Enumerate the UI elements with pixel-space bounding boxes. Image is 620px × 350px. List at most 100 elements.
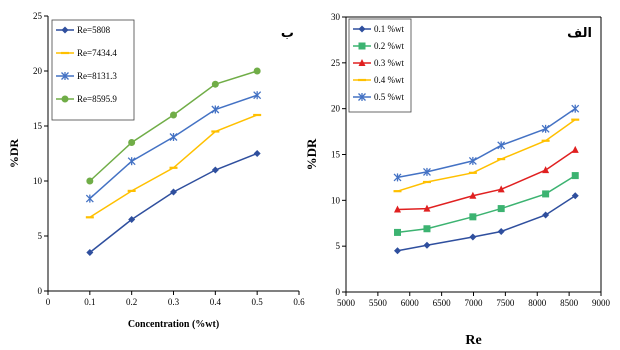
data-point	[394, 247, 402, 255]
legend-label: 0.3 %wt	[374, 58, 404, 68]
data-point	[542, 166, 550, 174]
data-point	[394, 205, 402, 213]
legend-entry: Re=8131.3	[56, 71, 117, 81]
x-tick-label: 0.3	[168, 297, 180, 307]
legend-swatch-marker	[358, 42, 366, 50]
y-tick-label: 15	[33, 121, 43, 131]
data-point	[211, 105, 220, 114]
legend: Re=5808 Re=7434.4 Re=8131.3 Re=8595.9	[51, 19, 135, 121]
data-point	[170, 111, 177, 119]
x-tick-label: 6000	[401, 298, 420, 308]
data-point	[497, 141, 506, 150]
y-tick-label: 5	[336, 241, 341, 251]
chart-right-reynolds: 0 5 10 15 20 25 30 5000 5500 6000 6500 7000 7500 8000…	[304, 12, 611, 348]
x-tick-label: 0.1	[84, 297, 95, 307]
series-line	[397, 174, 576, 234]
x-tick-label: 7000	[465, 298, 484, 308]
y-tick-label: 15	[331, 150, 341, 160]
panel-label: الف	[567, 26, 592, 41]
y-tick-label: 0	[336, 287, 341, 297]
data-point	[169, 133, 178, 141]
x-tick-label: 0.2	[126, 297, 137, 307]
y-axis-title: %DR	[7, 139, 21, 169]
data-point	[497, 185, 505, 193]
series-line	[397, 108, 576, 179]
data-point	[542, 190, 550, 198]
x-tick-label: 8500	[560, 298, 579, 308]
legend: 0.1 %wt 0.2 %wt 0.3 %wt 0.4 %wt 0.5 %wt	[348, 18, 412, 113]
data-point	[542, 211, 550, 219]
series-line	[397, 195, 576, 252]
series-1	[394, 192, 579, 255]
legend-swatch-marker	[61, 95, 69, 103]
legend-swatch-marker	[358, 93, 366, 101]
x-tick-label: 0.4	[210, 297, 222, 307]
legend-swatch-marker	[61, 26, 69, 34]
series-2	[394, 172, 579, 236]
x-tick-label: 0	[46, 297, 51, 307]
series-4	[393, 118, 580, 193]
series-line	[89, 114, 258, 218]
x-tick-label: 8000	[528, 298, 547, 308]
data-point	[571, 172, 579, 180]
series-4	[86, 67, 261, 185]
series-2	[85, 113, 262, 219]
y-tick-label: 30	[331, 12, 341, 22]
legend-swatch-marker	[358, 59, 366, 66]
data-point	[497, 205, 505, 213]
data-point	[253, 150, 261, 157]
chart-left-concentration: 0 5 10 15 20 25 0 0.1 0.2 0.3 0.4 0.5 0.6 Concentrati…	[7, 11, 305, 330]
x-tick-label: 5000	[337, 298, 356, 308]
data-point	[469, 233, 477, 241]
y-tick-label: 25	[331, 58, 341, 68]
legend-entry: Re=8595.9	[56, 94, 117, 104]
data-point	[541, 124, 550, 133]
legend-entry: Re=5808	[56, 25, 111, 35]
x-tick-label: 0.6	[293, 297, 305, 307]
data-point	[253, 91, 262, 100]
data-point	[253, 67, 261, 75]
y-tick-label: 20	[33, 66, 43, 76]
legend-entry: 0.4 %wt	[353, 75, 404, 85]
data-point	[393, 173, 402, 182]
data-point	[170, 188, 177, 196]
x-tick-label: 5500	[369, 298, 388, 308]
x-axis-title: Concentration (%wt)	[128, 319, 219, 330]
legend-swatch-marker	[358, 25, 366, 33]
series-3	[394, 145, 579, 213]
y-tick-label: 25	[33, 11, 43, 21]
y-tick-label: 10	[33, 176, 43, 186]
data-point	[86, 177, 94, 185]
x-axis-title: Re	[465, 333, 481, 348]
series-1	[86, 150, 261, 256]
y-tick-label: 20	[331, 104, 341, 114]
legend-entry: 0.3 %wt	[353, 58, 404, 68]
y-tick-label: 0	[38, 286, 43, 296]
legend-label: Re=7434.4	[77, 48, 117, 58]
legend-label: 0.2 %wt	[374, 41, 404, 51]
series-3	[85, 91, 262, 203]
data-point	[85, 194, 94, 203]
legend-label: 0.5 %wt	[374, 92, 404, 102]
y-axis-title: %DR	[304, 138, 319, 170]
data-point	[423, 225, 431, 233]
legend-label: 0.1 %wt	[374, 24, 404, 34]
x-tick-label: 0.5	[252, 297, 264, 307]
data-point	[423, 241, 431, 249]
legend-entry: Re=7434.4	[56, 48, 117, 58]
data-point	[571, 192, 579, 200]
data-point	[469, 213, 477, 221]
x-tick-label: 7500	[496, 298, 515, 308]
data-point	[571, 145, 579, 153]
data-point	[423, 167, 431, 176]
legend-box	[51, 19, 135, 121]
series-line	[397, 119, 576, 192]
legend-label: 0.4 %wt	[374, 75, 404, 85]
data-point	[86, 249, 94, 256]
data-point	[571, 104, 580, 113]
series-5	[393, 104, 580, 182]
legend-label: Re=8131.3	[77, 71, 117, 81]
data-point	[423, 204, 431, 212]
data-point	[469, 191, 477, 199]
data-point	[128, 139, 136, 146]
